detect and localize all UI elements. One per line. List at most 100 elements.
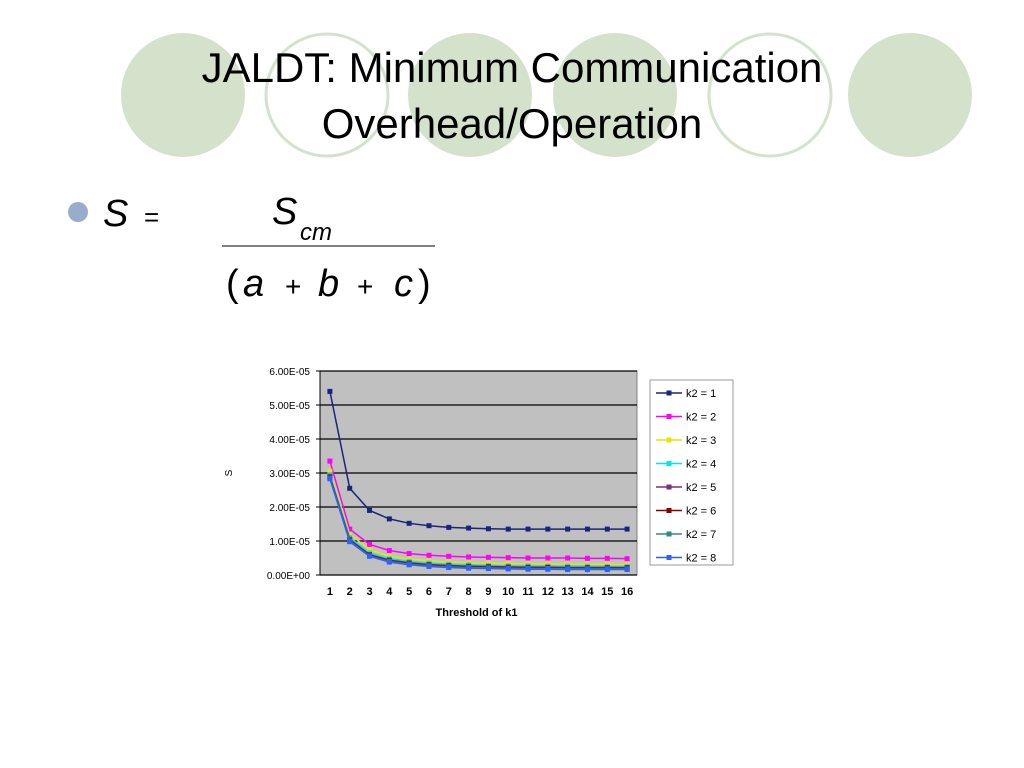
y-tick-label: 2.00E-05 [269,503,310,514]
point [386,516,392,522]
legend-label: k2 = 4 [686,459,716,471]
y-tick-label: 3.00E-05 [269,469,310,480]
chart: 0.00E+00 1.00E-05 2.00E-05 3.00E-05 4.00E-05… [224,367,734,619]
x-tick-label: 4 [386,586,393,598]
point [386,559,392,565]
x-tick-label: 10 [502,586,514,598]
formula-var: b [318,263,339,305]
formula-subscript: cm [300,219,332,246]
x-tick-label: 6 [426,586,432,598]
point [485,554,491,560]
formula-op: + [285,271,301,302]
x-tick-label: 11 [522,586,534,598]
legend-marker [666,484,672,490]
legend-marker [666,508,672,513]
decoration [121,32,972,158]
point [327,388,333,394]
point [466,525,472,531]
point [624,556,630,562]
point [604,555,610,561]
x-tick-label: 15 [601,586,613,598]
bullet [68,202,88,222]
x-tick-label: 8 [466,586,472,598]
point [426,523,432,529]
point [525,555,531,561]
point [604,567,610,573]
deco-circle [264,32,390,158]
point [347,539,353,545]
deco-circle [121,33,245,157]
point [485,566,491,572]
y-tick-label: 5.00E-05 [269,401,310,412]
formula-paren: ) [418,263,431,305]
slide-title: JALDT: Minimum Communication Overhead/Op… [201,44,823,147]
formula-var: c [394,263,413,305]
point [545,566,551,572]
legend-marker [666,414,672,419]
point [386,548,392,554]
point [624,567,630,573]
point [485,526,491,532]
point [624,526,630,532]
point [565,526,571,532]
x-tick-label: 3 [366,586,372,598]
deco-circle [553,33,677,157]
point [446,524,452,530]
legend-marker [666,461,672,466]
formula-equals: = [144,202,159,232]
point [545,526,551,532]
point [505,526,511,532]
point [347,526,353,532]
formula-numerator: S [272,191,297,233]
point [406,520,412,526]
point [367,507,373,513]
point [406,562,412,568]
point [406,551,412,557]
x-tick-label: 13 [562,586,574,598]
x-tick-label: 7 [446,586,452,598]
deco-circle [408,33,532,157]
x-tick-label: 14 [581,586,594,598]
legend-label: k2 = 7 [686,529,716,541]
series-line [329,478,628,571]
point [505,566,511,572]
x-tick-label: 16 [621,586,633,598]
point [545,555,551,561]
series-line [329,391,628,530]
y-tick-label: 1.00E-05 [269,537,310,548]
x-tick-label: 12 [542,586,554,598]
series-line [329,471,628,566]
point [446,553,452,559]
point [367,547,373,552]
deco-circle [848,33,972,157]
point [426,552,432,558]
point [347,485,353,491]
x-tick-label: 2 [347,586,353,598]
formula-lhs: S [103,193,128,235]
point [327,468,333,474]
point [426,564,432,569]
point [565,567,571,573]
point [584,555,590,561]
y-axis-label: S [224,469,235,476]
point [584,567,590,573]
legend-label: k2 = 6 [686,506,716,518]
point [584,526,590,532]
legend-label: k2 = 5 [686,482,716,494]
point [525,526,531,532]
legend-label: k2 = 3 [686,435,716,447]
point [367,541,373,547]
series-line [329,460,628,560]
legend-marker [666,390,672,396]
x-axis-label: Threshold of k1 [436,607,518,619]
deco-circle [707,32,833,158]
legend-label: k2 = 1 [686,388,716,400]
point [466,554,472,560]
legend-marker [666,437,672,443]
legend-label: k2 = 8 [686,553,716,565]
legend-label: k2 = 2 [686,412,716,424]
point [446,565,452,571]
point [505,555,511,561]
